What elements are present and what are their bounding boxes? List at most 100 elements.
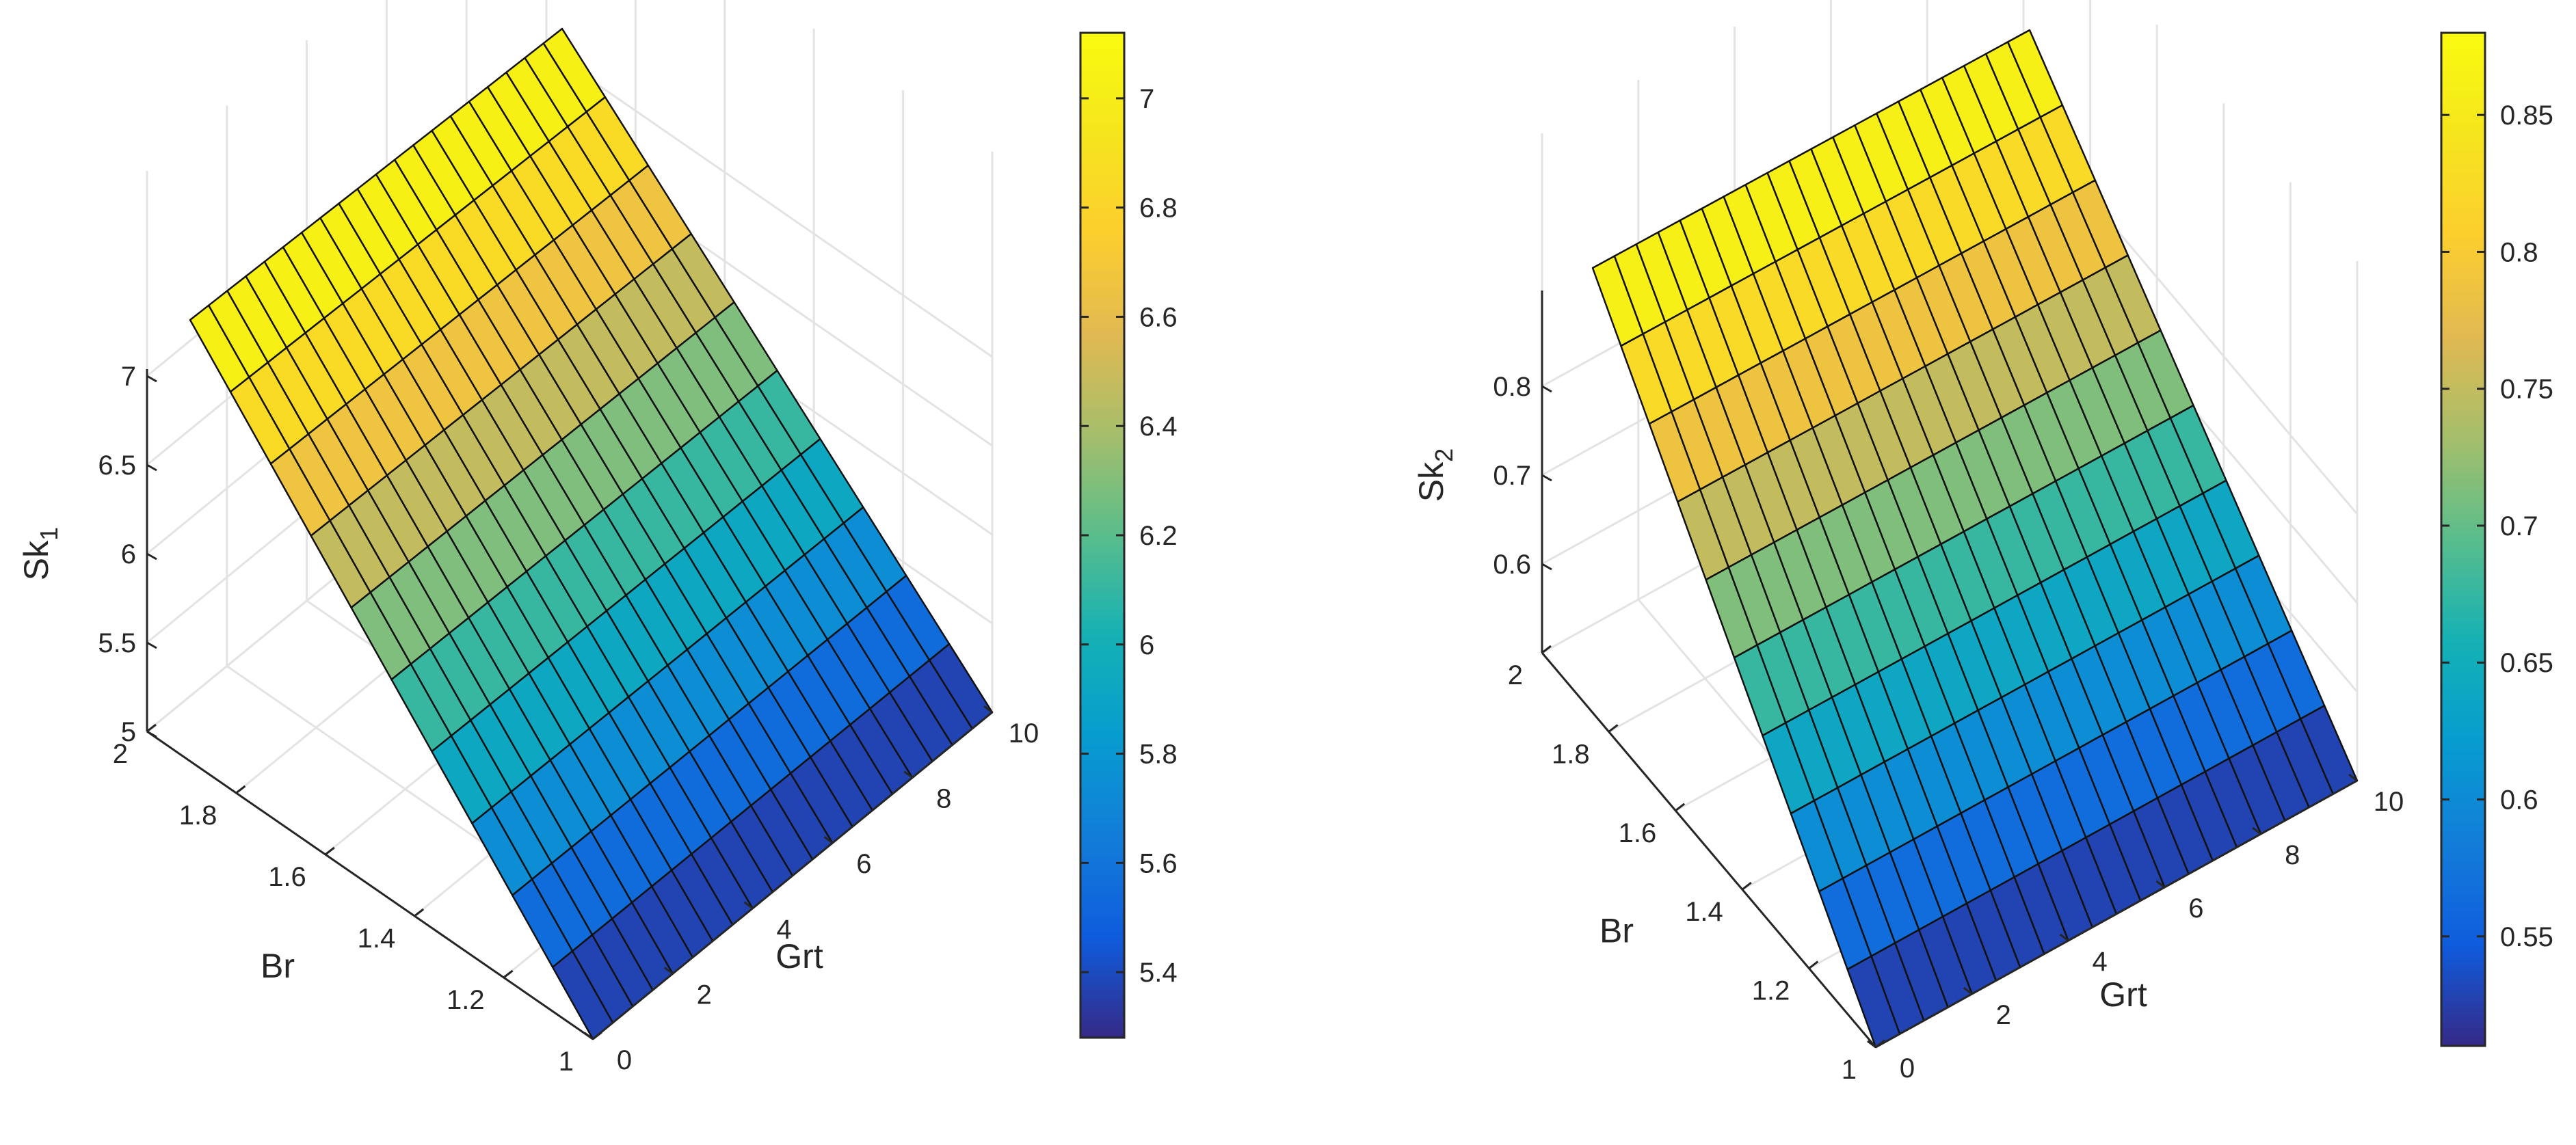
z-tick-label: 5 [121,717,136,747]
y-tick [592,1031,602,1040]
y-tick-label: 1.6 [268,862,306,892]
x-axis-label: Grt [775,937,823,975]
x-tick [2059,933,2069,942]
surface-chart-sk2: 024681011.21.41.61.820.60.70.8GrtBrSk20.… [1412,0,2553,1085]
colorbar-tick-label: 0.55 [2500,922,2553,952]
colorbar-tick-label: 6.6 [1139,302,1178,332]
colorbar-tick-label: 0.85 [2500,100,2553,131]
y-tick-label: 1.8 [179,800,217,831]
x-tick [2155,880,2166,889]
y-tick [1608,724,1619,733]
x-tick [2348,773,2358,782]
x-tick [1963,986,1973,995]
y-tick [1675,803,1686,811]
z-tick [146,730,157,738]
y-tick [503,969,514,979]
x-tick-label: 8 [936,784,951,814]
y-tick-label: 1.6 [1619,818,1657,848]
y-tick [414,908,425,917]
z-tick-label: 6.5 [98,450,136,481]
y-tick-label: 1 [1842,1055,1857,1085]
y-tick [1808,960,1819,969]
x-tick [584,1032,594,1040]
y-tick-label: 1.2 [447,985,485,1015]
z-tick [1541,563,1552,571]
colorbar-bar [2440,31,2486,1047]
z-tick-label: 7 [121,362,136,392]
x-tick [663,967,674,975]
x-axis-label: Grt [2099,975,2147,1014]
x-tick [1867,1040,1876,1049]
z-axis-label: Sk2 [1412,448,1458,502]
y-tick-label: 1.4 [1685,897,1723,927]
z-tick [1541,474,1552,482]
colorbar: 0.55 0.6 0.65 0.7 0.75 0.8 0.85 [2440,31,2553,1047]
x-tick-label: 0 [617,1045,632,1075]
x-tick-label: 6 [856,849,871,879]
colorbar-tick-label: 6.8 [1139,193,1178,224]
colorbar-tick-label: 0.8 [2500,237,2538,267]
y-tick [1541,645,1552,654]
z-tick-label: 0.8 [1493,372,1531,402]
y-axis-label: Br [1599,912,1634,950]
y-axis-line [146,730,594,1040]
z-tick [146,375,157,383]
x-tick-label: 10 [1009,718,1039,749]
y-tick [235,785,246,794]
surface-chart-sk1: 024681011.21.41.61.8255.566.57GrtBrSk15.… [17,0,1178,1077]
y-tick-label: 1 [559,1047,574,1077]
colorbar-tick-label: 6.2 [1139,521,1178,551]
colorbar-tick-label: 0.75 [2500,375,2553,405]
x-tick-label: 8 [2285,840,2300,870]
y-tick [146,723,157,733]
y-tick [1875,1039,1885,1049]
y-tick-label: 2 [113,739,128,769]
surface-patch [2006,29,2064,118]
colorbar-tick-label: 6 [1139,630,1154,660]
z-axis-label-main: Sk [17,540,55,580]
y-axis-label: Br [261,947,295,985]
x-tick-label: 0 [1900,1053,1915,1083]
surface-patch [542,27,607,113]
x-tick [2252,826,2262,835]
x-tick [823,835,834,844]
z-tick-label: 0.7 [1493,461,1531,491]
z-axis-label: Sk1 [17,527,63,580]
x-tick [903,770,914,779]
colorbar-tick-label: 5.8 [1139,740,1178,770]
x-axis-line [592,711,993,1040]
colorbar-tick-label: 7 [1139,84,1154,114]
x-tick-label: 6 [2188,893,2203,924]
x-tick-label: 4 [2092,947,2107,977]
colorbar-tick-label: 0.65 [2500,648,2553,678]
z-tick [146,641,157,649]
x-tick-label: 4 [776,915,791,945]
y-tick [324,846,335,856]
surface [189,27,994,1040]
z-axis-label-subscript: 2 [1430,448,1458,462]
colorbar-tick-label: 5.6 [1139,848,1178,878]
y-tick [1741,882,1752,891]
y-tick-label: 1.4 [358,924,396,954]
z-axis-label-main: Sk [1412,461,1450,502]
x-tick-label: 2 [697,980,712,1010]
colorbar-tick-label: 0.7 [2500,511,2538,541]
x-tick-label: 2 [1996,1000,2011,1030]
x-tick [743,901,754,910]
z-tick [146,552,157,561]
y-tick-label: 2 [1508,660,1523,690]
x-tick [983,705,993,714]
colorbar-tick-label: 0.6 [2500,785,2538,816]
z-axis-label-subscript: 1 [35,527,63,541]
z-tick-label: 0.6 [1493,550,1531,580]
x-tick-label: 10 [2374,787,2404,817]
x-axis-line [1875,779,2358,1049]
y-tick-label: 1.2 [1752,976,1790,1006]
z-tick-label: 5.5 [98,628,136,658]
z-tick [146,463,157,472]
y-axis-line [1541,652,1877,1048]
colorbar-tick-label: 5.4 [1139,958,1178,988]
